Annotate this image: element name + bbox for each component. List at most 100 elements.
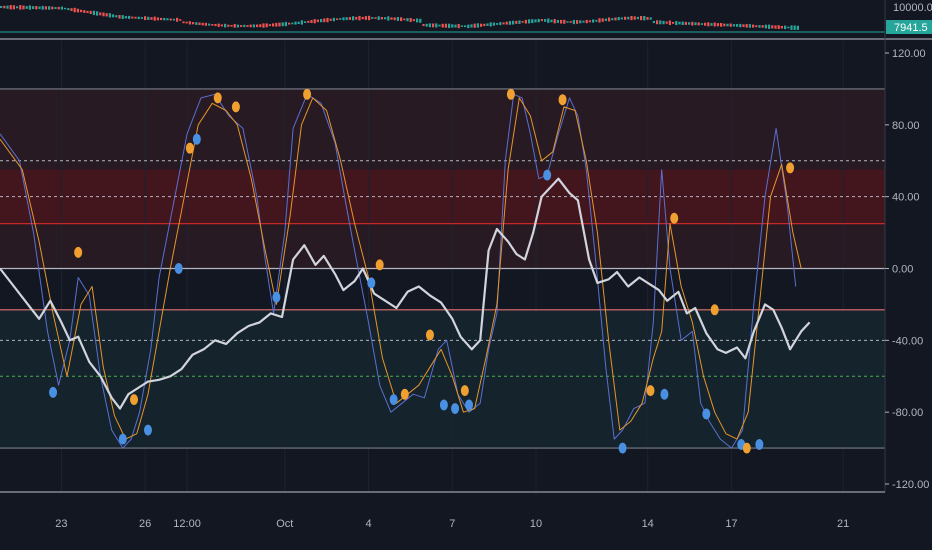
price-candle bbox=[160, 17, 163, 21]
x-tick-label-8: 17 bbox=[725, 518, 737, 530]
price-candle bbox=[486, 23, 489, 26]
price-candle bbox=[208, 23, 211, 26]
price-candle bbox=[28, 5, 31, 10]
price-candle bbox=[688, 22, 691, 25]
price-candle bbox=[3, 5, 6, 9]
price-candle bbox=[624, 16, 627, 20]
price-candle bbox=[332, 17, 335, 22]
price-candle bbox=[265, 23, 268, 28]
price-candle bbox=[99, 12, 102, 16]
price-candle bbox=[153, 16, 156, 21]
price-candle bbox=[745, 24, 748, 28]
price-candle bbox=[448, 23, 451, 28]
price-candle bbox=[736, 24, 739, 27]
marker-16 bbox=[425, 329, 434, 341]
price-candle bbox=[12, 5, 15, 10]
price-candle bbox=[112, 14, 115, 18]
price-candle bbox=[643, 16, 646, 21]
price-candle bbox=[771, 25, 774, 29]
price-candle bbox=[604, 18, 607, 21]
x-tick-label-4: 4 bbox=[365, 518, 371, 530]
price-candle bbox=[732, 24, 735, 27]
price-candle bbox=[646, 17, 649, 20]
price-candle bbox=[217, 23, 220, 27]
price-candle bbox=[419, 18, 422, 23]
price-candle bbox=[700, 23, 703, 25]
price-candle bbox=[582, 20, 585, 23]
price-candle bbox=[230, 25, 233, 27]
series-line-0 bbox=[0, 93, 797, 449]
series-line-1 bbox=[0, 97, 802, 440]
price-candle bbox=[96, 11, 99, 16]
price-candle bbox=[592, 19, 595, 23]
price-candle bbox=[339, 18, 342, 20]
marker-15 bbox=[400, 388, 409, 400]
price-candle bbox=[80, 9, 83, 13]
price-candle bbox=[121, 15, 124, 19]
price-candle bbox=[35, 6, 38, 10]
price-candle bbox=[73, 7, 76, 13]
price-candle bbox=[502, 22, 505, 25]
marker-29 bbox=[710, 304, 719, 316]
marker-20 bbox=[465, 399, 474, 411]
y-tick-label-2: 40.00 bbox=[892, 192, 920, 204]
price-candle bbox=[470, 24, 473, 28]
x-tick-label-0: 23 bbox=[55, 518, 67, 530]
y-tick-label-5: -80.00 bbox=[892, 407, 923, 419]
price-candle bbox=[92, 10, 95, 16]
price-candle bbox=[19, 5, 22, 10]
marker-7 bbox=[192, 133, 201, 145]
oscillator-pane[interactable] bbox=[0, 41, 885, 491]
price-candle bbox=[105, 13, 108, 17]
price-pane[interactable] bbox=[0, 0, 885, 38]
price-candle bbox=[60, 6, 63, 10]
price-candle bbox=[54, 7, 57, 9]
marker-27 bbox=[670, 212, 679, 224]
price-candle bbox=[172, 18, 175, 21]
price-candle bbox=[195, 22, 198, 25]
price-candle bbox=[6, 5, 9, 9]
price-candle bbox=[585, 19, 588, 24]
price-candle bbox=[400, 17, 403, 22]
price-candles bbox=[0, 5, 799, 30]
marker-31 bbox=[742, 442, 751, 454]
price-candle bbox=[451, 24, 454, 28]
price-candle bbox=[454, 24, 457, 28]
price-candle bbox=[611, 18, 614, 21]
price-candle bbox=[214, 24, 217, 27]
price-candle bbox=[630, 16, 633, 21]
price-candle bbox=[243, 24, 246, 28]
price-candle bbox=[480, 23, 483, 27]
price-candle bbox=[406, 18, 409, 22]
price-candle bbox=[240, 25, 243, 27]
price-candle bbox=[102, 12, 105, 17]
price-candle bbox=[684, 21, 687, 25]
price-candle bbox=[553, 19, 556, 24]
marker-14 bbox=[389, 394, 398, 406]
price-candle bbox=[457, 24, 460, 29]
price-candle bbox=[57, 6, 60, 10]
price-candle bbox=[262, 23, 265, 28]
price-candle bbox=[364, 16, 367, 20]
price-candle bbox=[531, 19, 534, 24]
price-candle bbox=[9, 5, 12, 10]
price-candle bbox=[131, 16, 134, 19]
marker-13 bbox=[375, 259, 384, 271]
price-candle bbox=[412, 19, 415, 22]
price-candle bbox=[275, 22, 278, 27]
price-candle bbox=[38, 6, 41, 9]
price-candle bbox=[441, 23, 444, 28]
price-axis[interactable]: 10000.0 7941.5 120.00 80.00 40.00 0.00 -40.0… bbox=[884, 0, 932, 492]
price-candle bbox=[617, 17, 620, 21]
price-candle bbox=[233, 24, 236, 28]
price-candle bbox=[188, 21, 191, 25]
price-candle bbox=[432, 23, 435, 28]
time-axis[interactable]: 23 26 12:00 Oct 4 7 10 14 17 21 bbox=[0, 491, 885, 530]
price-candle bbox=[572, 19, 575, 25]
price-candle bbox=[345, 17, 348, 21]
price-candle bbox=[764, 24, 767, 29]
price-candle bbox=[505, 21, 508, 25]
marker-19 bbox=[460, 385, 469, 397]
marker-26 bbox=[660, 388, 669, 400]
marker-2 bbox=[118, 433, 127, 445]
